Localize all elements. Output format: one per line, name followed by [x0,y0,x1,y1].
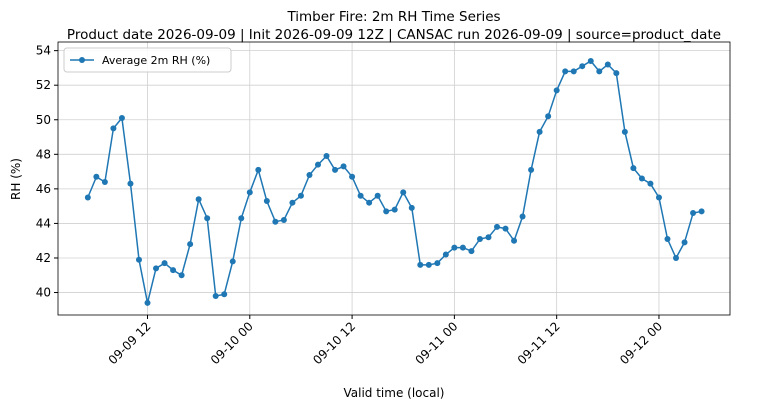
data-point [204,215,211,222]
data-point [664,235,671,242]
legend-box [63,47,232,73]
data-point [84,194,91,201]
data-point [442,251,449,258]
data-point [110,125,117,132]
data-point [630,165,637,172]
data-point [604,61,611,68]
data-point [596,68,603,75]
data-point [579,63,586,70]
data-point [519,213,526,220]
data-point [587,58,594,65]
data-point [297,192,304,199]
y-tick-label: 54 [36,44,51,58]
data-point [391,206,398,213]
legend-label: Average 2m RH (%) [102,54,210,67]
data-point [195,196,202,203]
data-point [494,223,501,230]
data-point [690,210,697,217]
data-point [144,299,151,306]
data-point [451,244,458,251]
data-point [170,267,177,274]
data-point [502,225,509,232]
data-point [340,163,347,170]
data-point [570,68,577,75]
data-point [118,115,125,122]
data-point [400,189,407,196]
data-point [357,192,364,199]
data-point [425,261,432,268]
data-point [485,234,492,241]
data-point [263,197,270,204]
data-point [528,166,535,173]
data-point [621,128,628,135]
data-point [681,239,688,246]
data-point [332,166,339,173]
data-point [366,199,373,206]
data-point [280,216,287,223]
x-tick-label: 09-10 00 [208,319,256,367]
data-point [476,235,483,242]
data-point [349,173,356,180]
y-tick-label: 50 [36,113,51,127]
data-point [127,180,134,187]
y-tick-label: 48 [36,147,51,161]
data-point [229,258,236,265]
legend-marker [79,57,85,63]
data-point [187,241,194,248]
data-point [221,291,228,298]
data-point [161,260,168,267]
data-point [434,260,441,267]
x-tick-label: 09-11 00 [412,319,460,367]
data-point [647,180,654,187]
data-point [93,173,100,180]
data-point [246,189,253,196]
data-point [289,199,296,206]
y-tick-label: 42 [36,251,51,265]
data-point [459,244,466,251]
y-tick-label: 44 [36,216,51,230]
y-tick-label: 40 [36,286,51,300]
data-point [408,204,415,211]
data-point [562,68,569,75]
data-line [87,60,702,304]
data-point [135,256,142,263]
data-point [255,166,262,173]
data-point [178,272,185,279]
data-point [383,208,390,215]
data-point [238,215,245,222]
data-point [511,237,518,244]
plot-frame [57,41,731,316]
data-point [323,153,330,160]
x-tick-label: 09-10 12 [310,319,358,367]
y-axis-label: RH (%) [9,158,23,200]
data-point [374,192,381,199]
x-tick-label: 09-12 00 [617,319,665,367]
data-point [468,248,475,255]
x-tick-label: 09-09 12 [106,319,154,367]
data-point [153,265,160,272]
x-axis-label: Valid time (local) [344,386,445,400]
data-point [306,172,313,179]
data-point [417,261,424,268]
data-point [553,87,560,94]
chart-subtitle: Product date 2026-09-09 | Init 2026-09-0… [67,27,721,43]
data-point [212,292,219,299]
data-point [272,218,279,225]
data-point [545,113,552,120]
y-tick-label: 46 [36,182,51,196]
data-point [101,178,108,185]
data-point [638,175,645,182]
data-point [314,161,321,168]
x-tick-label: 09-11 12 [515,319,563,367]
data-point [655,194,662,201]
data-point [613,70,620,77]
data-point [673,254,680,261]
data-point [698,208,705,215]
y-tick-label: 52 [36,78,51,92]
chart-title: Timber Fire: 2m RH Time Series [286,9,500,25]
data-point [536,128,543,135]
